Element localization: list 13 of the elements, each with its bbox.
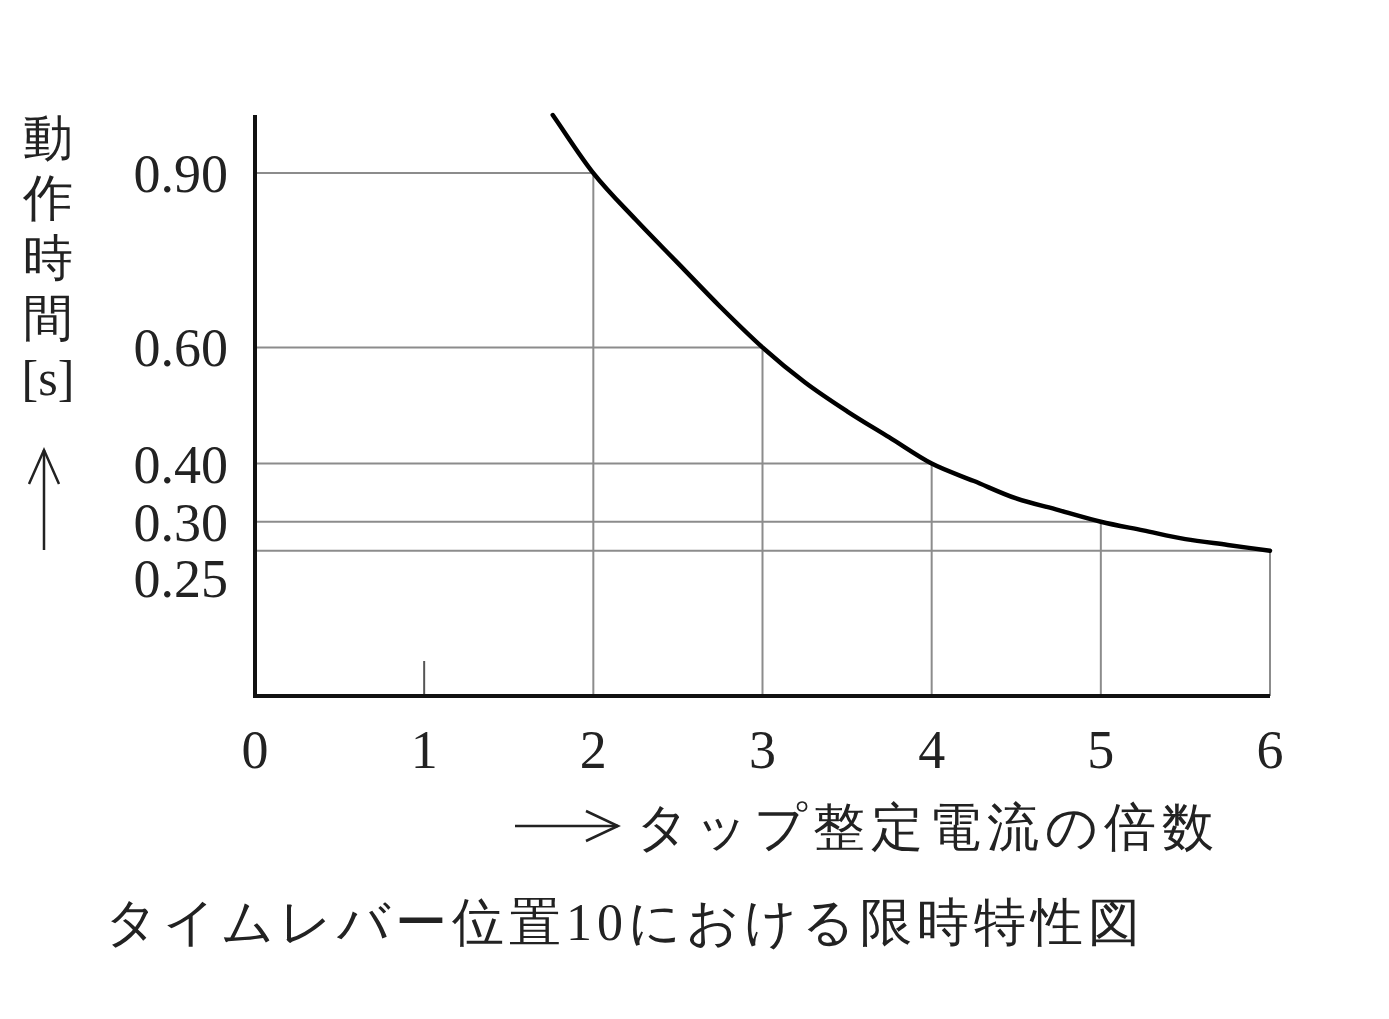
x-tick-label: 2 <box>579 720 607 780</box>
y-tick-label: 0.90 <box>133 144 228 205</box>
x-tick-label: 5 <box>1087 720 1115 780</box>
y-tick-label: 0.60 <box>133 318 228 379</box>
x-tick-label: 4 <box>918 720 946 780</box>
x-tick-label: 1 <box>410 720 438 780</box>
y-axis-title: 動作時間[s] <box>20 109 76 408</box>
y-tick-label: 0.40 <box>133 434 228 495</box>
x-tick-label: 3 <box>749 720 776 780</box>
x-tick-label: 0 <box>241 720 269 780</box>
x-tick-label: 6 <box>1256 720 1284 780</box>
x-axis-title: タップ整定電流の倍数 <box>636 799 1220 856</box>
text: タイムレバー位置10における限時特性図 <box>105 894 1145 951</box>
